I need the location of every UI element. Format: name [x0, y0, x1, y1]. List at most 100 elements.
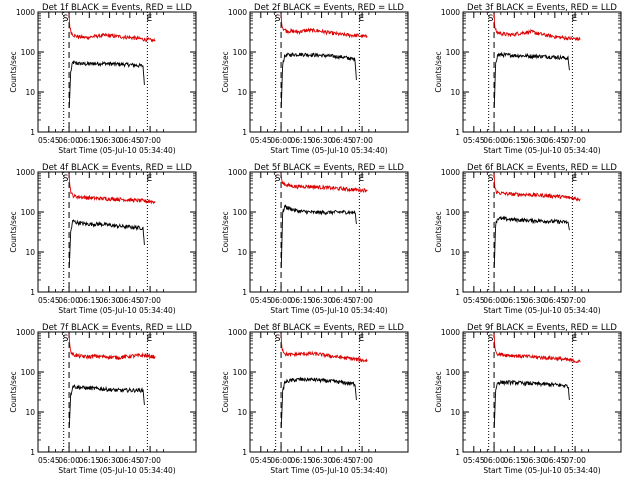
y-axis-label: Counts/sec [9, 211, 18, 252]
series-lld-line [493, 173, 581, 202]
x-tick-label: 06:00 [483, 136, 505, 145]
x-tick-label: 06:15 [79, 296, 101, 305]
end-marker-label: E [147, 14, 153, 24]
x-tick-label: 06:00 [483, 456, 505, 465]
y-tick-label: 1000 [228, 168, 247, 177]
y-tick-label: 100 [446, 368, 461, 377]
x-tick-label: 07:00 [139, 456, 161, 465]
y-tick-label: 10 [25, 88, 35, 97]
y-tick-label: 1000 [228, 328, 247, 337]
y-axis-label: Counts/sec [221, 51, 230, 92]
panel-title: Det 9f BLACK = Events, RED = LLD [467, 323, 617, 333]
series-lld-line [280, 13, 368, 39]
x-tick-label: 06:30 [524, 456, 546, 465]
x-tick-label: 06:00 [270, 136, 292, 145]
x-axis-label: Start Time (05-Jul-10 05:34:40) [270, 306, 387, 315]
y-axis-label: Counts/sec [434, 371, 443, 412]
x-axis-label: Start Time (05-Jul-10 05:34:40) [270, 466, 387, 475]
x-tick-label: 06:45 [544, 296, 566, 305]
plot-frame [249, 171, 409, 293]
series-lld-line [493, 13, 581, 42]
x-tick-label: 07:00 [139, 296, 161, 305]
series-events-line [68, 219, 145, 268]
start-marker-label: S [63, 14, 69, 24]
x-tick-label: 06:45 [331, 296, 353, 305]
panel-det-2: Det 2f BLACK = Events, RED = LLD 1 10 100 10… [221, 3, 409, 155]
x-tick-label: 05:45 [38, 296, 60, 305]
y-tick-label: 1 [242, 448, 247, 457]
y-axis-label: Counts/sec [434, 211, 443, 252]
plot-frame [462, 331, 622, 453]
x-axis-label: Start Time (05-Jul-10 05:34:40) [483, 466, 600, 475]
x-tick-label: 07:00 [564, 136, 586, 145]
series-lld-line [280, 172, 368, 194]
panel-det-5: Det 5f BLACK = Events, RED = LLD 1 10 100 10… [221, 163, 409, 315]
y-tick-label: 10 [25, 408, 35, 417]
plot-frame [462, 11, 622, 133]
end-marker-label: E [147, 174, 153, 184]
x-tick-label: 06:30 [99, 456, 121, 465]
series-events-line [280, 52, 357, 108]
x-tick-label: 06:15 [504, 136, 526, 145]
plot-frame [37, 331, 197, 453]
y-tick-label: 1000 [441, 328, 460, 337]
series-lld-line [68, 333, 156, 361]
x-tick-label: 06:45 [119, 296, 141, 305]
x-tick-label: 07:00 [139, 136, 161, 145]
y-tick-label: 1 [30, 288, 35, 297]
y-tick-label: 10 [450, 408, 460, 417]
x-tick-label: 07:00 [564, 456, 586, 465]
plot-frame [37, 11, 197, 133]
y-tick-label: 100 [446, 48, 461, 57]
start-marker-label: S [275, 14, 281, 24]
y-tick-label: 1 [455, 448, 460, 457]
panel-det-3: Det 3f BLACK = Events, RED = LLD 1 10 100 10… [434, 3, 622, 155]
panel-title: Det 7f BLACK = Events, RED = LLD [42, 323, 192, 333]
y-axis-label: Counts/sec [9, 371, 18, 412]
panel-title: Det 2f BLACK = Events, RED = LLD [254, 3, 404, 13]
x-tick-label: 06:15 [79, 136, 101, 145]
x-tick-label: 06:45 [331, 456, 353, 465]
x-tick-label: 06:30 [99, 296, 121, 305]
x-axis-label: Start Time (05-Jul-10 05:34:40) [58, 466, 175, 475]
x-tick-label: 06:30 [99, 136, 121, 145]
series-events-line [493, 215, 570, 268]
end-marker-label: E [572, 174, 578, 184]
panel-det-1: Det 1f BLACK = Events, RED = LLD 1 10 100 10… [9, 3, 197, 155]
x-tick-label: 05:45 [463, 456, 485, 465]
y-tick-label: 100 [446, 208, 461, 217]
x-tick-label: 06:00 [483, 296, 505, 305]
y-tick-label: 100 [21, 208, 36, 217]
x-tick-label: 06:00 [58, 136, 80, 145]
series-lld-line [493, 333, 581, 364]
x-tick-label: 05:45 [250, 296, 272, 305]
x-tick-label: 06:45 [544, 456, 566, 465]
x-tick-label: 05:45 [38, 456, 60, 465]
x-tick-label: 06:00 [58, 296, 80, 305]
y-tick-label: 10 [237, 408, 247, 417]
y-tick-label: 10 [450, 88, 460, 97]
y-tick-label: 10 [237, 248, 247, 257]
panel-det-6: Det 6f BLACK = Events, RED = LLD 1 10 100 10… [434, 163, 622, 315]
end-marker-label: E [572, 14, 578, 24]
panel-det-8: Det 8f BLACK = Events, RED = LLD 1 10 100 10… [221, 323, 409, 475]
x-tick-label: 06:30 [311, 456, 333, 465]
start-marker-label: S [488, 334, 494, 344]
x-tick-label: 06:15 [291, 136, 313, 145]
y-tick-label: 1000 [441, 8, 460, 17]
x-tick-label: 07:00 [351, 456, 373, 465]
x-axis-label: Start Time (05-Jul-10 05:34:40) [483, 306, 600, 315]
x-tick-label: 06:15 [291, 296, 313, 305]
x-tick-label: 05:45 [38, 136, 60, 145]
x-tick-label: 06:00 [270, 296, 292, 305]
start-marker-label: S [63, 334, 69, 344]
y-axis-label: Counts/sec [9, 51, 18, 92]
end-marker-label: E [147, 334, 153, 344]
y-tick-label: 100 [233, 368, 248, 377]
x-tick-label: 05:45 [463, 136, 485, 145]
y-tick-label: 1 [242, 128, 247, 137]
panel-title: Det 1f BLACK = Events, RED = LLD [42, 3, 192, 13]
x-tick-label: 07:00 [351, 136, 373, 145]
y-tick-label: 1 [30, 128, 35, 137]
x-tick-label: 06:45 [544, 136, 566, 145]
